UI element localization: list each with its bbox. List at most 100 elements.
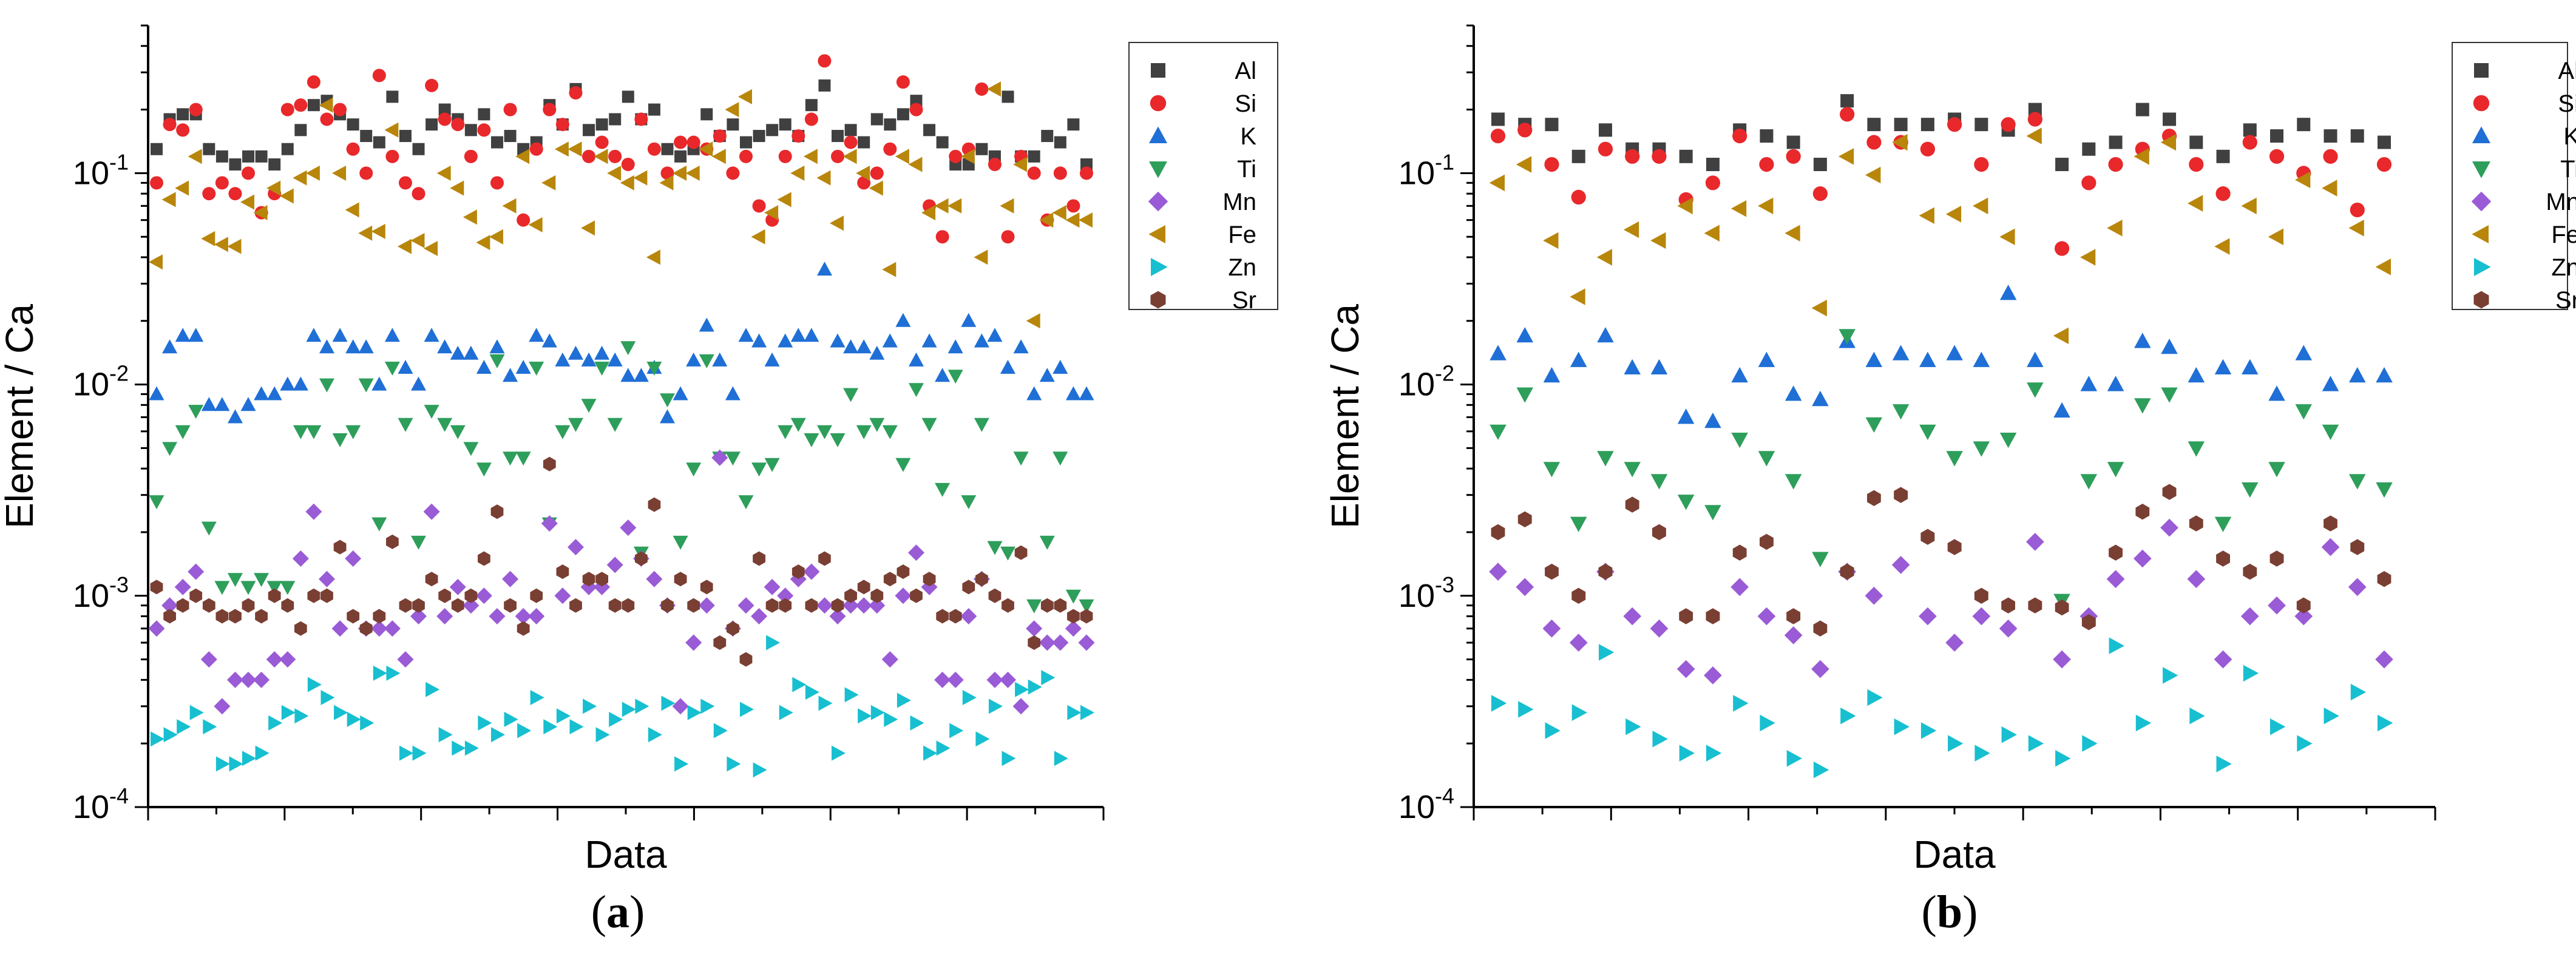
data-point-ti xyxy=(293,425,308,439)
data-point-zn xyxy=(504,712,518,727)
series-mn xyxy=(1489,518,2393,685)
data-point-k xyxy=(280,376,296,391)
data-point-sr xyxy=(753,551,765,566)
data-point-si xyxy=(2323,149,2338,164)
data-point-mn xyxy=(1516,578,1534,597)
data-point-k xyxy=(2349,367,2366,383)
data-point-ti xyxy=(1079,599,1094,614)
data-point-k xyxy=(201,397,217,411)
data-point-ti xyxy=(594,362,610,376)
data-point-si xyxy=(1066,199,1080,213)
data-point-al xyxy=(491,136,504,149)
legend-label-ti: Ti xyxy=(2560,156,2576,183)
data-point-k xyxy=(1039,368,1055,382)
data-point-mn xyxy=(620,519,637,536)
data-point-sr xyxy=(727,621,739,636)
legend-entry-k: K xyxy=(2472,123,2576,150)
data-point-ti xyxy=(555,425,571,439)
data-point-k xyxy=(437,339,453,354)
data-point-mn xyxy=(1972,607,1991,626)
panel-label-a: (a) xyxy=(591,887,645,938)
data-point-mn xyxy=(1865,586,1883,605)
data-point-k xyxy=(817,262,832,276)
data-point-ti xyxy=(568,417,583,432)
data-point-mn xyxy=(1704,666,1722,685)
data-point-fe xyxy=(974,249,988,265)
data-point-si xyxy=(1544,157,1559,172)
data-point-k xyxy=(228,409,243,424)
data-point-ti xyxy=(607,417,623,432)
legend-marker-k xyxy=(2472,126,2490,143)
data-point-k xyxy=(725,386,741,401)
data-point-mn xyxy=(161,597,178,614)
data-point-al xyxy=(1041,130,1054,143)
data-point-al xyxy=(203,143,215,155)
data-point-zn xyxy=(844,687,859,703)
data-point-zn xyxy=(910,715,924,731)
data-point-sr xyxy=(438,588,452,603)
data-point-ti xyxy=(778,425,793,439)
data-point-sr xyxy=(281,598,294,613)
data-point-mn xyxy=(1078,634,1095,651)
data-point-ti xyxy=(581,399,597,413)
data-point-si xyxy=(176,123,190,137)
data-point-ti xyxy=(529,362,544,376)
data-point-mn xyxy=(606,556,623,573)
data-point-k xyxy=(1865,351,1883,367)
data-point-fe xyxy=(332,165,347,181)
data-point-sr xyxy=(464,588,478,603)
legend-marker-mn xyxy=(1148,191,1168,212)
data-point-mn xyxy=(423,503,440,520)
legend-label-si: Si xyxy=(1235,90,1256,117)
data-point-zn xyxy=(1840,708,1856,725)
data-point-sr xyxy=(988,588,1002,603)
data-point-si xyxy=(346,142,360,156)
data-point-mn xyxy=(489,608,506,624)
data-point-zn xyxy=(740,701,754,717)
data-point-fe xyxy=(554,141,569,157)
data-point-ti xyxy=(228,573,243,587)
data-point-fe xyxy=(515,149,530,164)
data-point-zn xyxy=(478,715,492,731)
legend-entry-mn: Mn xyxy=(1148,189,1256,215)
data-point-mn xyxy=(528,608,545,624)
data-point-zn xyxy=(2055,750,2071,767)
legend-marker-mn xyxy=(2471,191,2492,212)
data-point-si xyxy=(307,75,320,89)
y-tick-label: 10-4 xyxy=(73,783,129,825)
data-point-k xyxy=(1026,386,1042,401)
data-point-si xyxy=(1080,166,1093,180)
data-point-si xyxy=(949,149,963,163)
data-point-mn xyxy=(934,671,951,688)
data-point-fe xyxy=(436,165,451,181)
data-point-zn xyxy=(753,762,767,778)
data-point-mn xyxy=(1945,634,1964,652)
data-point-sr xyxy=(1625,496,1639,513)
data-point-sr xyxy=(687,598,700,613)
data-point-fe xyxy=(581,220,595,236)
data-point-mn xyxy=(227,671,243,688)
legend-marker-fe xyxy=(1148,225,1165,243)
data-point-fe xyxy=(463,209,477,225)
data-point-fe xyxy=(987,81,1001,97)
data-point-ti xyxy=(201,521,217,536)
data-point-ti xyxy=(699,354,714,368)
data-point-k xyxy=(2376,367,2393,383)
data-point-fe xyxy=(1079,212,1093,228)
data-point-zn xyxy=(1054,751,1068,766)
data-point-sr xyxy=(569,598,582,613)
data-point-ti xyxy=(804,433,819,447)
data-point-k xyxy=(2107,376,2124,391)
data-point-fe xyxy=(1000,198,1014,214)
data-point-sr xyxy=(530,588,543,603)
data-point-mn xyxy=(1569,634,1588,652)
data-point-mn xyxy=(1784,626,1803,644)
legend-label-k: K xyxy=(2563,123,2576,150)
data-point-zn xyxy=(2028,735,2044,752)
data-point-fe xyxy=(1892,134,1908,151)
data-point-ti xyxy=(2214,516,2232,532)
data-point-fe xyxy=(1026,313,1040,329)
data-point-ti xyxy=(1543,462,1561,478)
data-point-k xyxy=(1999,285,2017,300)
data-point-mn xyxy=(1891,556,1910,574)
